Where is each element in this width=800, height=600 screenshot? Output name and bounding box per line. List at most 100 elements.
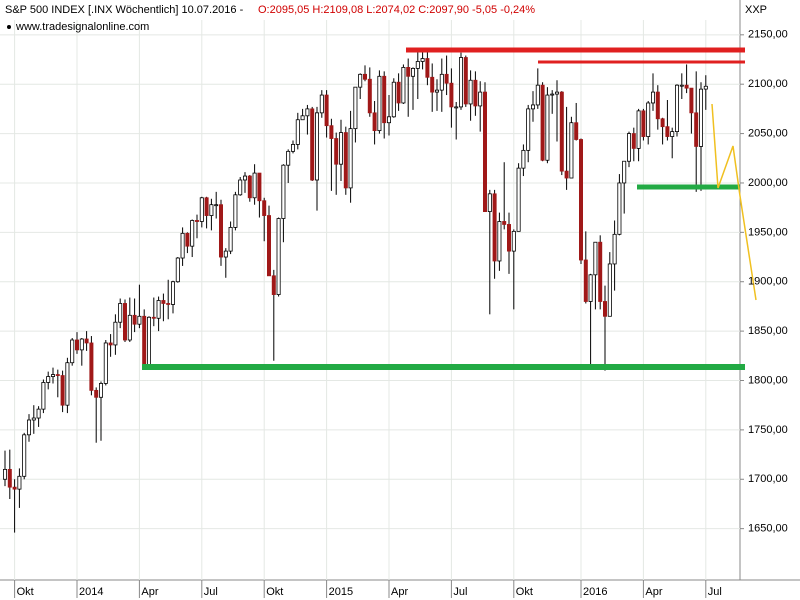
candle-body [415,61,420,69]
candle-body [559,91,564,172]
x-tick-label: Apr [645,586,662,598]
candle-body [353,86,358,130]
candle-body [31,417,36,421]
candle-body [17,475,22,490]
candle-body [156,300,161,319]
candle-body [636,110,641,149]
candle-body [612,233,617,265]
candle-body [276,218,281,295]
candle-body [439,73,444,91]
candle-body [358,73,363,88]
candle-body [627,133,632,162]
candle-body [46,376,51,383]
candle-body [617,182,622,235]
x-tick-label: Okt [17,586,34,598]
source: www.tradesignalonline.com [15,21,149,33]
candle-body [108,342,113,346]
candle-body [166,303,171,305]
candle-body [305,108,310,117]
candle-body [449,82,454,108]
chart-subtitle: O:2095,05 H:2109,08 L:2074,02 C:2097,90 … [258,4,535,16]
candle-body [468,79,473,105]
candle-body [675,84,680,133]
y-tick-label: 2050,00 [748,127,788,139]
candle-body [631,133,636,149]
candle-body [401,67,406,104]
candle-body [290,144,295,152]
candle-body [118,303,123,323]
candle-body [593,241,598,276]
candle-body [651,91,656,104]
candle-body [382,75,387,124]
candle-body [516,167,521,232]
candle-body [646,102,651,137]
candle-body [622,160,627,184]
candle-body [7,468,12,488]
candle-body [367,78,372,114]
candle-body [185,232,190,247]
y-tick-label: 1950,00 [748,226,788,238]
candle-body [247,175,252,199]
candle-body [430,76,435,93]
candle-body [396,81,401,104]
candle-body [410,67,415,77]
y-tick-label: 2100,00 [748,78,788,90]
projection-line [711,103,757,301]
y-tick-label: 1800,00 [748,374,788,386]
candle-body [262,200,267,216]
candle-body [319,94,324,114]
candle-body [75,339,80,351]
candle-body [175,257,180,283]
candle-body [425,58,430,78]
candle-body [497,221,502,262]
candle-body [506,224,511,252]
candle-body [84,338,89,344]
candle-body [151,316,156,319]
candle-body [204,197,209,216]
y-tick-label: 2150,00 [748,29,788,41]
candle-body [386,116,391,124]
candle-body [146,316,151,367]
candle-body [694,112,699,147]
candle-body [65,362,70,406]
candle-body [22,434,27,477]
candle-body [555,91,560,95]
candle-body [679,84,684,87]
candle-body [324,94,329,127]
plot [0,20,744,580]
candle-body [242,175,247,181]
candle-body [329,125,334,139]
candle-body [607,263,612,317]
x-tick-label: Okt [266,586,283,598]
chart-title: S&P 500 INDEX [.INX Wöchentlich] 10.07.2… [5,4,244,16]
candle-body [703,85,708,90]
candle-body [603,301,608,317]
candle-body [670,131,675,137]
candle-body [334,138,339,165]
candle-body [564,170,569,179]
y-tick-label: 1900,00 [748,276,788,288]
y-axis-label: XXP [745,4,767,16]
candle-body [458,57,463,108]
candle-body [103,342,108,384]
candle-body [377,75,382,132]
candle-body [3,468,8,480]
candle-body [233,194,238,228]
y-tick-label: 1700,00 [748,473,788,485]
candle-body [699,88,704,147]
candle-body [266,215,271,277]
y-tick-label: 1850,00 [748,325,788,337]
candle-body [343,132,348,189]
candle-body [94,389,99,398]
candle-body [545,94,550,161]
candle-body [209,204,214,216]
candle-body [79,338,84,351]
candle-body [60,375,65,406]
x-tick-label: 2016 [583,586,607,598]
candle-body [238,179,243,196]
candle-body [99,383,104,398]
candle-body [482,91,487,213]
candle-body [257,172,262,202]
candle-body [574,122,579,140]
